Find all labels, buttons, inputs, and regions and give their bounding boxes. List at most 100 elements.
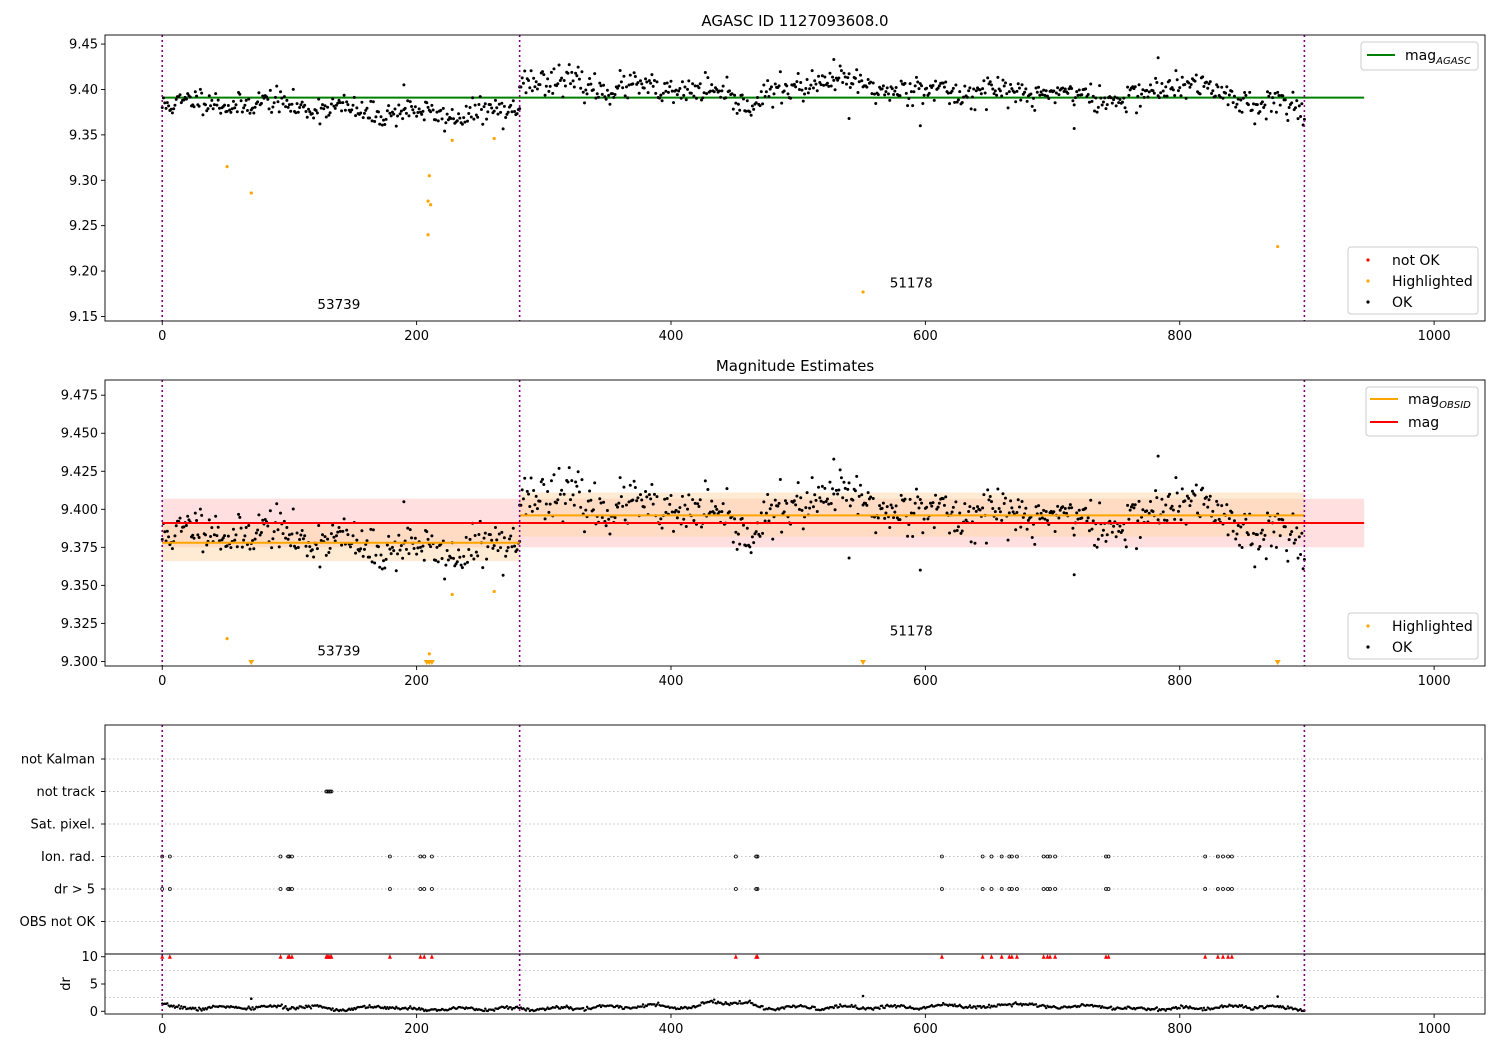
ok-point: [1246, 533, 1250, 537]
dr-point: [748, 999, 752, 1002]
ok-point: [1029, 92, 1033, 96]
ok-point: [436, 560, 440, 564]
ok-point: [962, 95, 966, 99]
ok-point: [691, 498, 695, 502]
ok-point: [523, 476, 527, 480]
ok-point: [990, 83, 994, 87]
ok-point: [483, 102, 487, 106]
ok-point: [369, 527, 373, 531]
ok-point: [1003, 496, 1007, 500]
ok-point: [567, 63, 571, 67]
flag-point: [1226, 887, 1230, 891]
ok-point: [1253, 122, 1257, 126]
ok-point: [315, 547, 319, 551]
flag-point: [1229, 854, 1234, 859]
ok-point: [594, 96, 598, 100]
flag-point: [418, 854, 423, 859]
ok-point: [341, 529, 345, 533]
ok-point: [543, 517, 547, 521]
ok-point: [825, 81, 829, 85]
ok-point: [745, 526, 749, 530]
ok-point: [163, 530, 167, 534]
ok-point: [323, 535, 327, 539]
ok-point: [941, 497, 945, 501]
ok-point: [886, 92, 890, 96]
dr-point: [559, 1007, 562, 1010]
ok-point: [623, 94, 627, 98]
ok-point: [1193, 493, 1197, 497]
ok-point: [750, 535, 754, 539]
dr-point: [280, 1003, 283, 1006]
ok-point: [914, 487, 918, 491]
ok-point: [930, 504, 934, 508]
ok-point: [538, 83, 542, 87]
ok-point: [909, 90, 913, 94]
ok-point: [617, 501, 621, 505]
ok-point: [1117, 101, 1121, 105]
magest-ytick-label: 9.300: [61, 655, 98, 670]
ok-point: [317, 523, 321, 527]
ok-point: [973, 541, 977, 545]
ok-point: [333, 539, 337, 543]
ok-point: [753, 532, 757, 536]
ok-point: [670, 510, 674, 514]
ok-point: [951, 505, 955, 509]
ok-point: [1194, 73, 1198, 77]
ok-point: [974, 89, 978, 93]
ok-point: [562, 78, 566, 82]
ok-point: [486, 110, 490, 114]
ok-point: [182, 98, 186, 102]
ok-point: [1179, 94, 1183, 98]
ok-point: [217, 539, 221, 543]
ok-point: [617, 84, 621, 88]
ok-point: [492, 109, 496, 113]
ok-point: [247, 524, 251, 528]
ok-point: [203, 533, 207, 537]
flag-point: [755, 887, 760, 891]
dr-point: [176, 1005, 179, 1009]
ok-point: [575, 484, 579, 488]
ok-point: [1281, 94, 1285, 98]
ok-point: [473, 103, 477, 107]
ok-point: [936, 86, 940, 90]
ok-point: [664, 510, 668, 514]
flag-point: [999, 854, 1004, 859]
ok-point: [893, 89, 897, 93]
ok-point: [407, 552, 411, 556]
ok-point: [408, 100, 412, 104]
ok-point: [706, 76, 710, 80]
ok-point: [379, 115, 383, 119]
ok-point: [396, 552, 400, 556]
ok-point: [997, 506, 1001, 510]
ok-point: [818, 496, 822, 500]
ok-point: [708, 510, 712, 514]
ok-point: [1262, 106, 1266, 110]
ok-point: [368, 555, 372, 559]
ok-point: [1283, 98, 1287, 102]
ok-point: [1188, 85, 1192, 89]
ok-point: [291, 507, 295, 511]
ok-point: [745, 99, 749, 103]
ok-point: [660, 526, 664, 530]
dr-point: [1174, 1005, 1178, 1009]
ok-point: [631, 498, 635, 502]
ok-point: [439, 108, 443, 112]
ok-point: [888, 525, 892, 529]
ok-point: [1180, 487, 1184, 491]
ok-point: [268, 88, 272, 92]
ok-point: [392, 549, 396, 553]
ok-point: [803, 92, 807, 96]
ok-point: [549, 479, 553, 483]
dr-point: [1220, 1004, 1223, 1007]
ok-point: [792, 499, 796, 503]
ok-point: [768, 507, 772, 511]
ok-point: [300, 529, 304, 533]
ok-point: [591, 508, 595, 512]
ok-point: [385, 543, 389, 547]
ok-point: [958, 90, 962, 94]
ok-point: [165, 101, 169, 105]
dr-point: [1261, 1005, 1264, 1008]
ok-point: [674, 88, 678, 92]
ok-point: [898, 94, 902, 98]
ok-point: [1272, 530, 1276, 534]
